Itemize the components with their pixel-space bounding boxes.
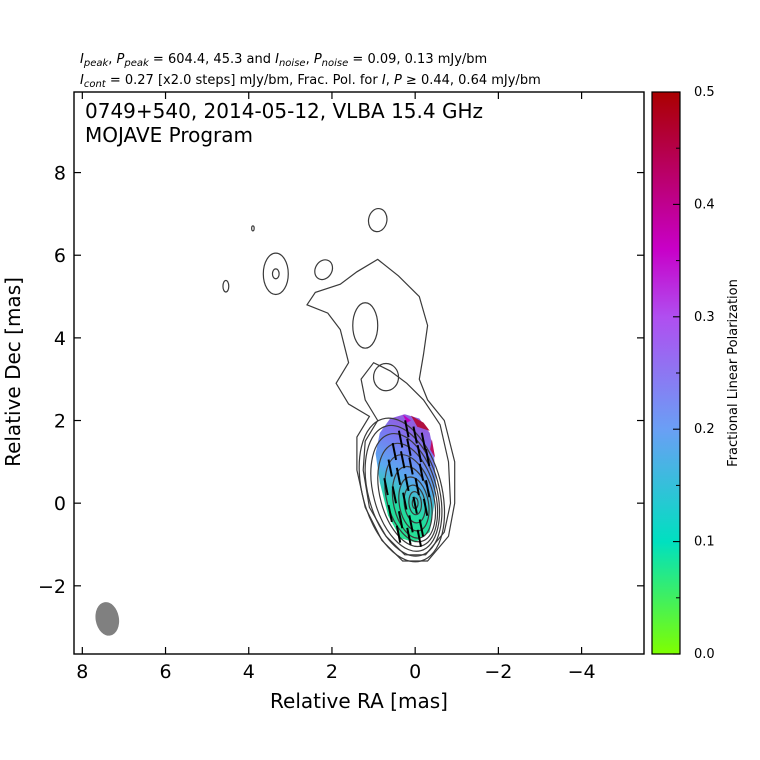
y-tick-label: 8: [54, 163, 66, 185]
y-tick-label: 6: [54, 245, 66, 267]
contour-map: [95, 207, 456, 636]
colorbar-tick-label: 0.3: [694, 310, 715, 325]
colorbar-tick-label: 0.2: [694, 422, 715, 437]
contour-level-4: [364, 424, 443, 557]
y-axis-label: Relative Dec [mas]: [1, 277, 25, 467]
contour-blob: [262, 252, 289, 296]
evpa-vector: [402, 492, 408, 510]
evpa-vector: [395, 525, 402, 543]
evpa-vector: [424, 480, 431, 498]
source-label: 0749+540, 2014-05-12, VLBA 15.4 GHz: [85, 99, 483, 123]
evpa-vector: [397, 511, 404, 529]
contour-blob: [251, 225, 255, 232]
contour-blob: [367, 207, 388, 233]
evpa-vector: [420, 432, 427, 450]
evpa-vector: [387, 459, 393, 477]
y-tick-label: 0: [54, 493, 66, 515]
contour-blob: [222, 279, 230, 293]
evpa-vector: [404, 473, 410, 492]
evpa-vector: [391, 486, 398, 504]
evpa-vector: [414, 477, 420, 496]
high-polarization-edge: [430, 439, 436, 458]
x-tick-label: −4: [568, 661, 596, 683]
evpa-vector: [397, 430, 404, 448]
x-tick-label: −2: [484, 661, 512, 683]
x-tick-label: 8: [76, 661, 88, 683]
contour-level-5: [370, 432, 441, 552]
evpa-vector: [391, 442, 398, 461]
evpa-vector: [416, 444, 423, 463]
contour-blob: [271, 268, 280, 280]
colorbar-tick-label: 0.1: [694, 535, 715, 550]
evpa-vector: [422, 498, 429, 516]
contour-blob: [314, 259, 334, 281]
evpa-vector: [406, 438, 412, 457]
evpa-vector: [383, 477, 389, 496]
high-polarization-edge: [402, 414, 412, 423]
y-axis-ticks: −2 0 2 4 6 8: [38, 163, 644, 598]
high-polarization-edge: [411, 415, 430, 431]
evpa-vector: [408, 515, 414, 533]
evpa-vector: [387, 504, 393, 523]
plot-frame: [73, 91, 645, 655]
evpa-vector: [395, 467, 402, 485]
evpa-vector: [400, 451, 406, 469]
evpa-vector: [408, 457, 414, 475]
evpa-vector: [418, 519, 425, 537]
evpa-vector: [412, 496, 418, 514]
evpa-vector: [412, 426, 418, 444]
contour-level-11: [408, 491, 423, 516]
y-tick-label: 2: [54, 411, 66, 433]
x-tick-label: 4: [243, 661, 255, 683]
x-axis-label: Relative RA [mas]: [270, 689, 448, 713]
x-tick-label: 0: [409, 661, 421, 683]
evpa-vector: [424, 449, 431, 467]
colorbar-label: Fractional Linear Polarization: [726, 279, 741, 467]
evpa-vector: [406, 527, 412, 545]
evpa-vector: [416, 529, 423, 547]
colorbar-ticks: 0.0 0.1 0.2 0.3 0.4 0.5: [673, 85, 715, 662]
colorbar-tick-label: 0.0: [694, 647, 715, 662]
contour-level-7: [384, 454, 437, 543]
x-axis-ticks: 8 6 4 2 0 −2 −4: [76, 92, 596, 683]
x-tick-label: 2: [326, 661, 338, 683]
contour-level-2: [360, 361, 452, 556]
contour-blob: [372, 362, 400, 392]
beam-ellipse: [95, 602, 120, 636]
contour-blob: [352, 302, 379, 349]
x-tick-label: 6: [159, 661, 171, 683]
y-tick-label: 4: [54, 328, 66, 350]
evpa-vector: [418, 463, 425, 481]
colorbar-tick-label: 0.4: [694, 197, 715, 212]
header-line-2: Icont = 0.27 [x2.0 steps] mJy/bm, Frac. …: [80, 73, 541, 90]
header-line-1: Ipeak, Ppeak = 604.4, 45.3 and Inoise, P…: [80, 52, 487, 69]
evpa-vector: [404, 420, 410, 438]
colorbar-tick-label: 0.5: [694, 85, 715, 100]
y-tick-label: −2: [38, 576, 66, 598]
program-label: MOJAVE Program: [85, 123, 253, 147]
contour-level-3: [358, 417, 446, 563]
colorbar: [651, 91, 681, 655]
